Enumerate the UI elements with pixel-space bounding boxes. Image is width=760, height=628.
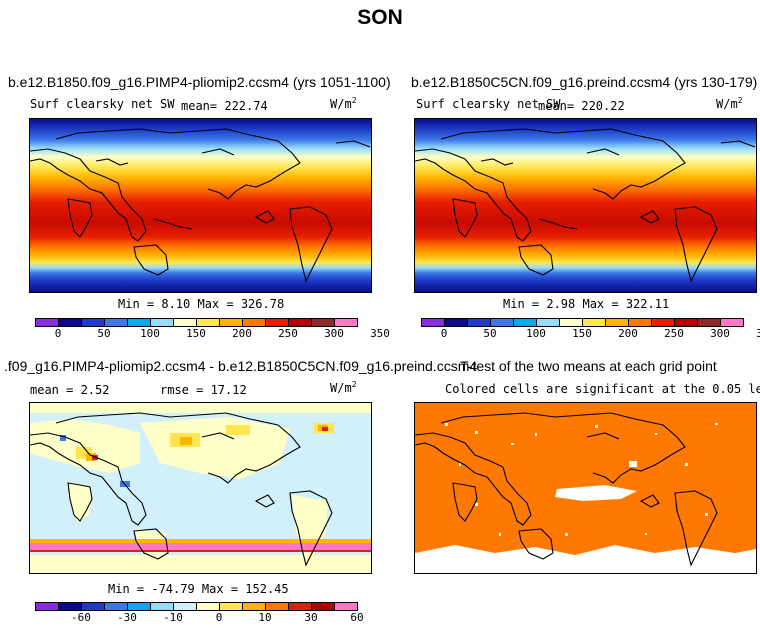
colorbar-cell bbox=[242, 318, 266, 327]
minmax-top-left: Min = 8.10 Max = 326.78 bbox=[118, 297, 285, 311]
colorbar-tick-label: 100 bbox=[526, 327, 546, 340]
minmax-bottom-left: Min = -74.79 Max = 152.45 bbox=[108, 582, 289, 596]
case-title-top-right: b.e12.B1850C5CN.f09_g16.preind.ccsm4 (yr… bbox=[411, 74, 758, 90]
colorbar-cell bbox=[311, 318, 335, 327]
colorbar-cell bbox=[81, 602, 105, 611]
colorbar-cell bbox=[35, 602, 59, 611]
colorbar-cell bbox=[196, 602, 220, 611]
colorbar-cell bbox=[605, 318, 629, 327]
colorbar-labels-top-left: 0 50 100 150 200 250 300 350 bbox=[35, 327, 390, 341]
colorbar-tick-label: -60 bbox=[71, 611, 91, 624]
colorbar-cell bbox=[444, 318, 468, 327]
colorbar-tick-label: 50 bbox=[97, 327, 111, 340]
colorbar-tick-label: 350 bbox=[756, 327, 760, 340]
colorbar-tick-label: 100 bbox=[140, 327, 160, 340]
units-top-right: W/m2 bbox=[716, 96, 743, 111]
variable-label-top-left: Surf clearsky net SW bbox=[30, 97, 175, 111]
colorbar-tick-label: 150 bbox=[572, 327, 592, 340]
map-panel-bottom-left bbox=[29, 402, 372, 574]
map-panel-top-right bbox=[414, 118, 757, 293]
colorbar-cell bbox=[674, 318, 698, 327]
figure-title: SON bbox=[357, 6, 403, 29]
colorbar-tick-label: 250 bbox=[278, 327, 298, 340]
colorbar-cell bbox=[467, 318, 491, 327]
sw-map-top-right bbox=[415, 119, 756, 292]
colorbar-top-left bbox=[35, 318, 358, 327]
colorbar-cell bbox=[150, 318, 174, 327]
colorbar-top-right bbox=[421, 318, 744, 327]
colorbar-cell bbox=[334, 602, 358, 611]
colorbar-tick-label: 250 bbox=[664, 327, 684, 340]
ttest-subtitle: Colored cells are significant at the 0.0… bbox=[445, 382, 760, 396]
colorbar-tick-label: 0 bbox=[440, 327, 448, 340]
minmax-top-right: Min = 2.98 Max = 322.11 bbox=[503, 297, 670, 311]
colorbar-tick-label: 350 bbox=[370, 327, 390, 340]
colorbar-tick-label: 150 bbox=[186, 327, 206, 340]
colorbar-cell bbox=[651, 318, 675, 327]
colorbar-cell bbox=[173, 318, 197, 327]
colorbar-cell bbox=[628, 318, 652, 327]
colorbar-cell bbox=[697, 318, 721, 327]
colorbar-cell bbox=[334, 318, 358, 327]
mean-label-top-left: mean= 222.74 bbox=[181, 99, 268, 113]
colorbar-cell bbox=[127, 602, 151, 611]
colorbar-cell bbox=[513, 318, 537, 327]
colorbar-tick-label: 300 bbox=[710, 327, 730, 340]
colorbar-cell bbox=[421, 318, 445, 327]
colorbar-tick-label: 30 bbox=[304, 611, 318, 624]
colorbar-tick-label: 200 bbox=[232, 327, 252, 340]
ttest-map-bottom-right bbox=[415, 403, 756, 573]
colorbar-cell bbox=[173, 602, 197, 611]
colorbar-cell bbox=[288, 318, 312, 327]
colorbar-cell bbox=[35, 318, 59, 327]
colorbar-cell bbox=[490, 318, 514, 327]
colorbar-cell bbox=[58, 602, 82, 611]
sw-map-top-left bbox=[30, 119, 371, 292]
case-title-bottom-left: .f09_g16.PIMP4-pliomip2.ccsm4 - b.e12.B1… bbox=[4, 358, 478, 374]
variable-label-top-right: Surf clearsky net SW bbox=[416, 97, 561, 111]
colorbar-cell bbox=[104, 318, 128, 327]
colorbar-tick-label: 0 bbox=[215, 611, 223, 624]
diff-map-bottom-left bbox=[30, 403, 371, 573]
rmse-label-bottom-left: rmse = 17.12 bbox=[160, 383, 247, 397]
mean-label-bottom-left: mean = 2.52 bbox=[30, 383, 110, 397]
colorbar-labels-top-right: 0 50 100 150 200 250 300 350 bbox=[421, 327, 760, 341]
colorbar-cell bbox=[288, 602, 312, 611]
colorbar-cell bbox=[536, 318, 560, 327]
colorbar-cell bbox=[265, 602, 289, 611]
colorbar-tick-label: 60 bbox=[350, 611, 364, 624]
units-top-left: W/m2 bbox=[330, 96, 357, 111]
colorbar-tick-label: 10 bbox=[258, 611, 272, 624]
colorbar-cell bbox=[219, 602, 243, 611]
colorbar-cell bbox=[242, 602, 266, 611]
colorbar-cell bbox=[582, 318, 606, 327]
colorbar-tick-label: 50 bbox=[483, 327, 497, 340]
colorbar-cell bbox=[559, 318, 583, 327]
colorbar-cell bbox=[58, 318, 82, 327]
colorbar-cell bbox=[104, 602, 128, 611]
colorbar-cell bbox=[265, 318, 289, 327]
colorbar-cell bbox=[150, 602, 174, 611]
colorbar-cell bbox=[219, 318, 243, 327]
colorbar-cell bbox=[720, 318, 744, 327]
map-panel-bottom-right bbox=[414, 402, 757, 574]
colorbar-labels-bottom-left: -60 -30 -10 0 10 30 60 bbox=[35, 611, 364, 625]
mean-label-top-right: mean= 220.22 bbox=[538, 99, 625, 113]
colorbar-tick-label: -30 bbox=[117, 611, 137, 624]
map-panel-top-left bbox=[29, 118, 372, 293]
units-bottom-left: W/m2 bbox=[330, 380, 357, 395]
colorbar-tick-label: 200 bbox=[618, 327, 638, 340]
colorbar-cell bbox=[81, 318, 105, 327]
colorbar-tick-label: -10 bbox=[163, 611, 183, 624]
colorbar-bottom-left bbox=[35, 602, 358, 611]
ttest-title: T-test of the two means at each grid poi… bbox=[460, 358, 717, 374]
colorbar-tick-label: 300 bbox=[324, 327, 344, 340]
colorbar-cell bbox=[311, 602, 335, 611]
colorbar-cell bbox=[196, 318, 220, 327]
colorbar-cell bbox=[127, 318, 151, 327]
case-title-top-left: b.e12.B1850.f09_g16.PIMP4-pliomip2.ccsm4… bbox=[8, 74, 391, 90]
colorbar-tick-label: 0 bbox=[54, 327, 62, 340]
